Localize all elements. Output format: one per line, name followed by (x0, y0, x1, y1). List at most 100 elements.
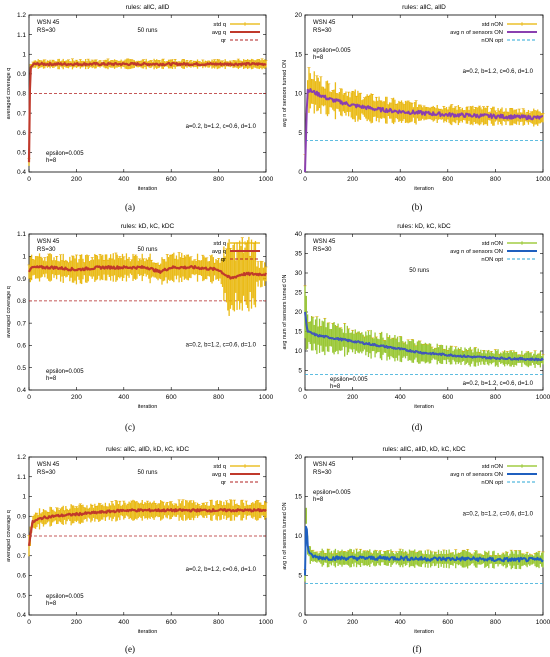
chart-title: rules: allC, allD, kD, kC, kDC (382, 446, 465, 453)
x-tick-label: 0 (303, 176, 307, 183)
legend-label: qr (221, 480, 226, 486)
std-error-bars (303, 67, 545, 172)
annotation-params: a=0.2, b=1.2, c=0.6, d=1.0 (186, 567, 257, 573)
annotation-h: h=8 (330, 384, 341, 390)
y-tick-label: 1 (22, 51, 26, 58)
legend: std q avg q qr (212, 464, 260, 486)
y-tick-label: 10 (295, 348, 303, 355)
legend-label: std q (213, 241, 226, 247)
y-tick-label: 15 (295, 494, 303, 501)
annotations: WSN 45 RS=30 a=0.2, b=1.2, c=0.6, d=1.0 eps… (313, 20, 534, 75)
x-tick-label: 200 (71, 394, 82, 401)
std-error-bars (303, 285, 545, 368)
x-tick-label: 600 (442, 619, 453, 626)
x-tick-label: 1000 (536, 176, 550, 183)
x-tick-label: 0 (27, 394, 31, 401)
y-axis-label: avg n of sensors turned ON (282, 60, 288, 127)
annotation-params: a=0.2, b=1.2, c=0.6, d=1.0 (463, 381, 534, 387)
annotation-wsn: WSN 45 (313, 462, 336, 468)
annotation-wsn: WSN 45 (37, 20, 60, 26)
y-tick-label: 1.2 (17, 12, 26, 19)
y-tick-label: 0.8 (17, 298, 26, 305)
y-axis-label: averaged coverage q (6, 286, 12, 338)
x-tick-label: 600 (442, 394, 453, 401)
y-tick-label: 0.5 (17, 365, 26, 372)
y-tick-label: 40 (295, 231, 303, 238)
y-tick-label: 0.4 (17, 612, 26, 619)
panel-letter: (c) (125, 422, 135, 432)
legend: std q avg q qr (212, 241, 260, 263)
legend-label: avg n of sensors ON (450, 249, 503, 255)
chart-title: rules: kD, kC, kDC (121, 223, 175, 230)
annotation-rs: RS=30 (37, 247, 56, 253)
legend-label: avg q (212, 249, 226, 255)
y-tick-label: 0.7 (17, 320, 26, 327)
legend-label: avg q (212, 472, 226, 478)
std-error-bars (27, 58, 268, 166)
plot-frame (28, 233, 267, 391)
panel-letter: (e) (125, 644, 135, 654)
y-tick-label: 5 (298, 130, 302, 137)
x-tick-label: 200 (347, 176, 358, 183)
legend: std nON avg n of sensors ON nON opt (450, 22, 537, 44)
annotation-wsn: WSN 45 (313, 239, 336, 245)
x-tick-label: 800 (490, 176, 501, 183)
legend-label: qr (221, 257, 226, 263)
avg-series-overlay (304, 311, 544, 361)
x-tick-label: 600 (166, 394, 177, 401)
x-axis-label: iteration (138, 186, 158, 192)
x-tick-label: 0 (27, 176, 31, 183)
avg-series-line (304, 525, 544, 576)
x-tick-label: 400 (118, 394, 129, 401)
annotation-wsn: WSN 45 (313, 20, 336, 26)
annotation-rs: RS=30 (313, 470, 332, 476)
y-tick-label: 10 (295, 533, 303, 540)
annotation-runs: 50 runs (137, 28, 157, 34)
chart-panel-e: rules: allC, allD, kD, kC, kDC 0.4 0.5 0.6 0… (6, 446, 274, 654)
legend-label: avg q (212, 30, 226, 36)
chart-title: rules: allC, allD, kD, kC, kDC (106, 446, 189, 453)
annotations: WSN 45 RS=30 50 runs a=0.2, b=1.2, c=0.6, d… (37, 462, 257, 607)
y-tick-label: 0 (298, 387, 302, 394)
annotation-params: a=0.2, b=1.2, c=0.6, d=1.0 (186, 342, 257, 348)
x-tick-label: 200 (71, 619, 82, 626)
y-tick-label: 1.1 (17, 32, 26, 39)
legend-label: std q (213, 22, 226, 28)
y-tick-label: 20 (295, 309, 303, 316)
avg-series-line (28, 265, 268, 280)
y-tick-label: 0.9 (17, 276, 26, 283)
y-tick-label: 0.8 (17, 91, 26, 98)
x-tick-label: 1000 (259, 619, 274, 626)
annotation-h: h=8 (46, 376, 57, 382)
annotations: WSN 45 RS=30 50 runs a=0.2, b=1.2, c=0.6, d… (37, 20, 257, 164)
legend: std nON avg n of sensors ON nON opt (450, 464, 537, 486)
std-error-bars (303, 507, 545, 582)
legend-label: nON opt (481, 480, 503, 486)
annotations: WSN 45 RS=30 a=0.2, b=1.2, c=0.6, d=1.0 eps… (313, 462, 534, 517)
annotation-runs: 50 runs (137, 470, 157, 476)
y-tick-label: 0.6 (17, 573, 26, 580)
x-tick-label: 400 (395, 619, 406, 626)
x-tick-label: 200 (347, 394, 358, 401)
x-tick-label: 800 (213, 176, 224, 183)
annotation-params: a=0.2, b=1.2, c=0.6, d=1.0 (186, 124, 257, 130)
annotation-wsn: WSN 45 (37, 239, 60, 245)
avg-series-line (27, 61, 267, 163)
x-tick-label: 400 (118, 619, 129, 626)
y-tick-label: 1 (22, 494, 26, 501)
x-tick-label: 1000 (259, 176, 274, 183)
annotation-epsilon: epsilon=0.005 (313, 48, 351, 54)
x-axis-label: iteration (414, 404, 434, 410)
annotation-runs: 50 runs (137, 247, 157, 253)
y-tick-label: 15 (295, 51, 303, 58)
y-axis-label: avg num of sensors turned ON (282, 275, 288, 350)
legend-label: std nON (482, 241, 503, 247)
y-tick-label: 0.5 (17, 150, 26, 157)
y-tick-label: 15 (295, 329, 303, 336)
annotation-params: a=0.2, b=1.2, c=0.6, d=1.0 (463, 511, 534, 517)
plot-frame (304, 233, 544, 391)
annotation-h: h=8 (46, 158, 57, 164)
